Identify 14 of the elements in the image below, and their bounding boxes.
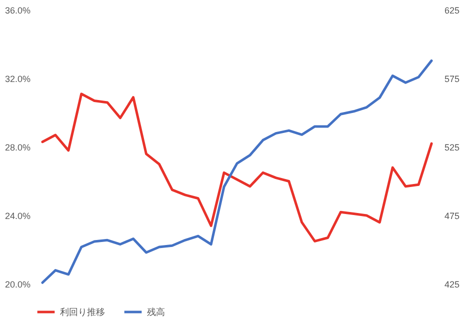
line-series [41, 92, 433, 242]
y2-tick-label: 575 [444, 74, 460, 84]
legend-label: 利回り推移 [60, 307, 105, 317]
line-series [41, 59, 433, 284]
legend-label: 残高 [147, 307, 165, 317]
y2-tick-label: 525 [444, 142, 460, 152]
y-tick-label: 36.0% [4, 6, 30, 16]
y2-tick-label: 475 [444, 211, 460, 221]
y-tick-label: 20.0% [4, 280, 30, 290]
y-tick-label: 24.0% [4, 211, 30, 221]
y-tick-label: 32.0% [4, 74, 30, 84]
y2-tick-label: 625 [444, 6, 460, 16]
y2-tick-label: 425 [444, 280, 460, 290]
y-tick-label: 28.0% [4, 142, 30, 152]
